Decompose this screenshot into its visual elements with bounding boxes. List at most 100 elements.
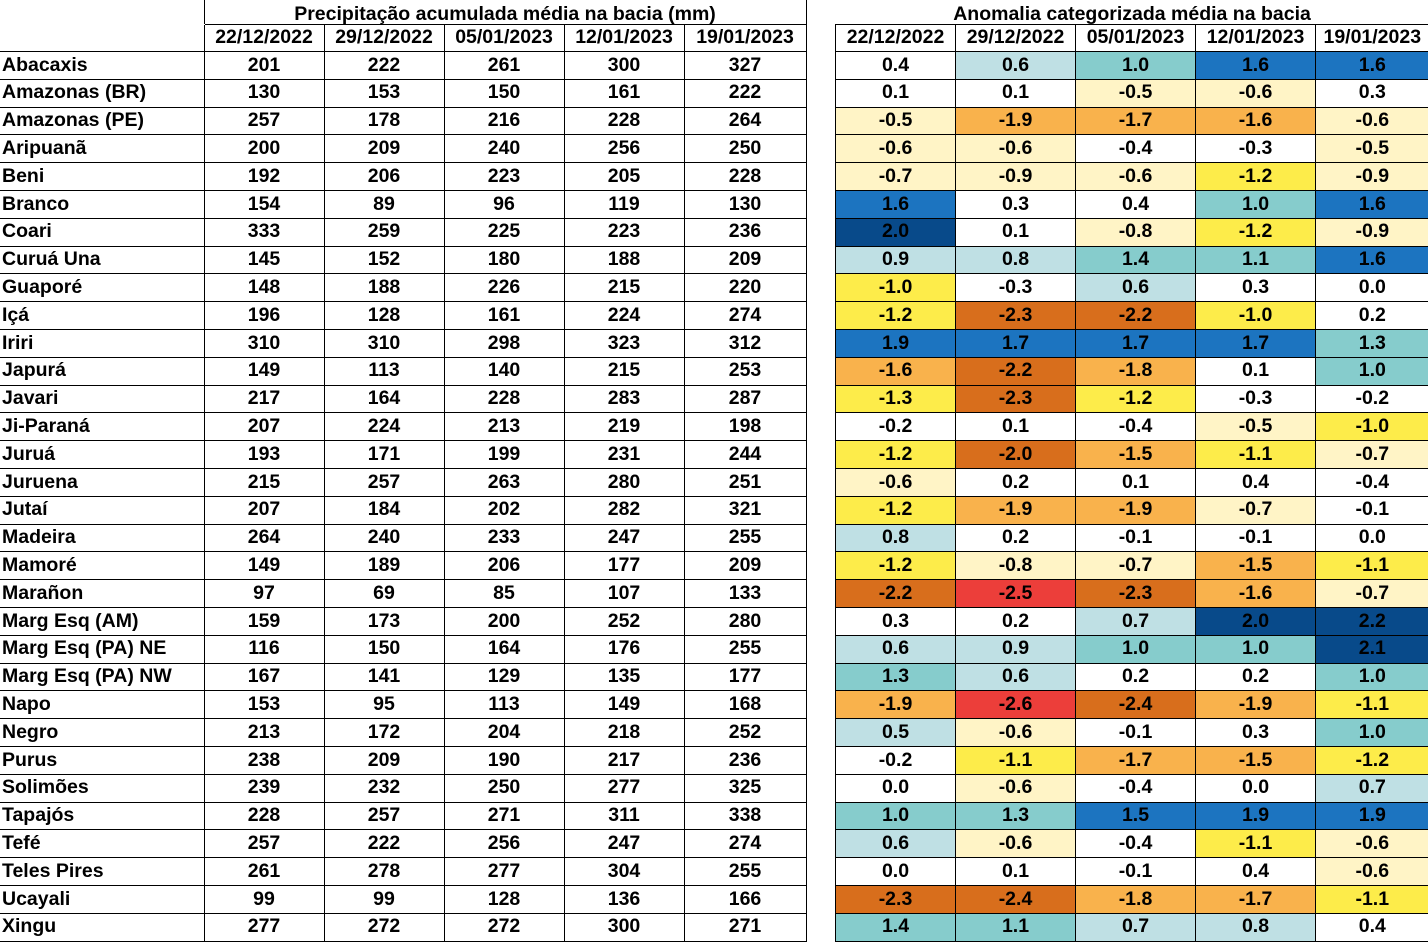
anom-cell: -0.1: [1316, 496, 1428, 524]
precip-cell: 218: [564, 719, 684, 747]
precip-cell: 171: [324, 441, 444, 469]
precip-cell: 231: [564, 441, 684, 469]
precip-cell: 150: [444, 79, 564, 107]
precip-cell: 99: [204, 885, 324, 913]
precip-cell: 239: [204, 774, 324, 802]
anom-cell: -2.3: [836, 885, 956, 913]
anom-cell: -0.5: [1076, 79, 1196, 107]
precip-cell: 148: [204, 274, 324, 302]
anom-cell: 1.3: [956, 802, 1076, 830]
anom-cell: -2.5: [956, 580, 1076, 608]
anom-cell: 0.4: [836, 52, 956, 80]
precip-cell: 190: [444, 746, 564, 774]
anom-cell: -1.1: [1196, 830, 1316, 858]
anom-cell: -1.9: [836, 691, 956, 719]
anom-cell: 0.2: [1196, 663, 1316, 691]
anom-cell: -0.6: [956, 774, 1076, 802]
anom-cell: -0.6: [1076, 163, 1196, 191]
anom-cell: 1.7: [1196, 329, 1316, 357]
basin-name: Içá: [0, 302, 204, 330]
basin-name: Marañon: [0, 580, 204, 608]
anom-cell: 1.3: [1316, 329, 1428, 357]
anom-cell: 1.6: [836, 190, 956, 218]
precip-cell: 207: [204, 413, 324, 441]
precip-cell: 247: [564, 524, 684, 552]
table-row: -0.2-1.1-1.7-1.5-1.2: [836, 746, 1428, 774]
precip-cell: 213: [204, 719, 324, 747]
precip-cell: 213: [444, 413, 564, 441]
anom-cell: 0.0: [836, 774, 956, 802]
precip-cell: 99: [324, 885, 444, 913]
anom-cell: 0.1: [956, 79, 1076, 107]
anom-cell: -0.6: [836, 468, 956, 496]
table-row: -2.2-2.5-2.3-1.6-0.7: [836, 580, 1428, 608]
precip-cell: 222: [684, 79, 806, 107]
precip-cell: 321: [684, 496, 806, 524]
precip-cell: 119: [564, 190, 684, 218]
precip-cell: 217: [204, 385, 324, 413]
anom-cell: -0.6: [1316, 858, 1428, 886]
precip-cell: 140: [444, 357, 564, 385]
precip-cell: 164: [444, 635, 564, 663]
table-row: 0.6-0.6-0.4-1.1-0.6: [836, 830, 1428, 858]
anom-cell: 0.3: [1196, 719, 1316, 747]
table-row: -2.3-2.4-1.8-1.7-1.1: [836, 885, 1428, 913]
basin-name: Amazonas (BR): [0, 79, 204, 107]
precip-date-header: 19/01/2023: [684, 25, 806, 52]
precip-cell: 69: [324, 580, 444, 608]
anom-cell: -1.0: [1316, 413, 1428, 441]
anom-cell: -1.9: [956, 496, 1076, 524]
basin-name: Branco: [0, 190, 204, 218]
precip-cell: 251: [684, 468, 806, 496]
precip-cell: 263: [444, 468, 564, 496]
precip-cell: 257: [324, 802, 444, 830]
basin-name: Juruá: [0, 441, 204, 469]
precip-cell: 277: [564, 774, 684, 802]
anom-cell: -0.7: [1076, 552, 1196, 580]
precip-cell: 280: [564, 468, 684, 496]
anom-cell: 1.6: [1196, 52, 1316, 80]
anom-cell: 0.6: [956, 52, 1076, 80]
anom-cell: 0.3: [956, 190, 1076, 218]
anom-cell: 0.5: [836, 719, 956, 747]
precip-cell: 247: [564, 830, 684, 858]
anom-cell: -2.3: [1076, 580, 1196, 608]
basin-name: Aripuanã: [0, 135, 204, 163]
precip-cell: 264: [684, 107, 806, 135]
precip-cell: 277: [204, 913, 324, 941]
precip-cell: 192: [204, 163, 324, 191]
basin-name: Xingu: [0, 913, 204, 941]
anom-cell: 0.6: [836, 830, 956, 858]
anom-cell: -2.3: [956, 385, 1076, 413]
anom-cell: -0.6: [956, 135, 1076, 163]
precip-cell: 300: [564, 913, 684, 941]
precip-cell: 236: [684, 746, 806, 774]
anom-cell: -0.6: [1316, 830, 1428, 858]
anom-cell: -0.1: [1076, 858, 1196, 886]
anom-cell: -1.2: [1076, 385, 1196, 413]
table-row: -1.2-2.0-1.5-1.1-0.7: [836, 441, 1428, 469]
precip-cell: 280: [684, 607, 806, 635]
precip-cell: 283: [564, 385, 684, 413]
anom-cell: -1.9: [1076, 496, 1196, 524]
precip-cell: 113: [324, 357, 444, 385]
precip-title: Precipitação acumulada média na bacia (m…: [204, 0, 806, 25]
precip-cell: 232: [324, 774, 444, 802]
anom-cell: 1.5: [1076, 802, 1196, 830]
precip-cell: 282: [564, 496, 684, 524]
precip-cell: 215: [564, 357, 684, 385]
anom-cell: -0.2: [836, 413, 956, 441]
precip-cell: 177: [684, 663, 806, 691]
